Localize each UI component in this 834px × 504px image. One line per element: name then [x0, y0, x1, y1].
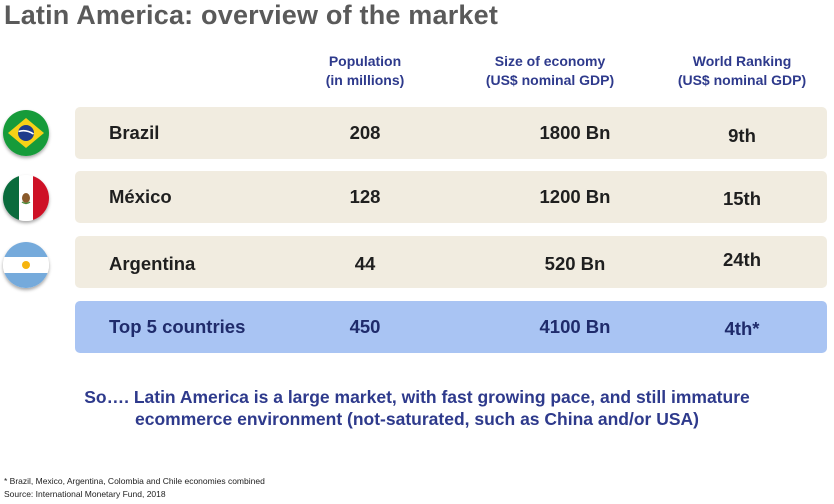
country-name: Brazil — [109, 122, 160, 143]
country-name: México — [109, 186, 172, 207]
table-row-total: Top 5 countries 450 4100 Bn 4th* — [75, 301, 827, 353]
table-row: Brazil 208 1800 Bn 9th — [75, 107, 827, 159]
population-value: 450 — [349, 316, 381, 337]
population-value: 128 — [349, 186, 381, 207]
header-population: Population (in millions) — [315, 52, 415, 90]
summary-text: So…. Latin America is a large market, wi… — [0, 386, 834, 430]
economy-value: 1200 Bn — [539, 186, 611, 207]
header-ranking-line1: World Ranking — [692, 53, 792, 69]
economy-value: 4100 Bn — [539, 316, 611, 337]
population-value: 44 — [354, 253, 376, 274]
population-value: 208 — [349, 122, 381, 143]
header-ranking-line2: (US$ nominal GDP) — [677, 72, 807, 88]
ranking-value: 9th — [728, 125, 756, 146]
table-row: México 128 1200 Bn 15th — [75, 171, 827, 223]
ranking-value: 4th* — [724, 318, 760, 339]
header-economy-line2: (US$ nominal GDP) — [485, 72, 615, 88]
summary-line1: So…. Latin America is a large market, wi… — [84, 387, 750, 407]
footnote: * Brazil, Mexico, Argentina, Colombia an… — [4, 476, 265, 486]
summary-line2: ecommerce environment (not-saturated, su… — [134, 409, 699, 429]
argentina-flag-icon — [3, 242, 49, 288]
header-economy-line1: Size of economy — [494, 53, 606, 69]
page-title: Latin America: overview of the market — [4, 0, 499, 30]
source-note: Source: International Monetary Fund, 201… — [4, 489, 166, 499]
economy-value: 1800 Bn — [539, 122, 611, 143]
table-row: Argentina 44 520 Bn 24th — [75, 236, 827, 288]
ranking-value: 24th — [722, 249, 762, 270]
header-population-line2: (in millions) — [325, 72, 405, 88]
brazil-flag-icon — [3, 110, 49, 156]
economy-value: 520 Bn — [544, 253, 606, 274]
header-ranking: World Ranking (US$ nominal GDP) — [662, 52, 822, 90]
mexico-flag-icon — [3, 175, 49, 221]
header-economy: Size of economy (US$ nominal GDP) — [470, 52, 630, 90]
country-name: Top 5 countries — [109, 316, 246, 337]
ranking-value: 15th — [722, 188, 762, 209]
header-population-line1: Population — [328, 53, 402, 69]
country-name: Argentina — [109, 253, 196, 274]
